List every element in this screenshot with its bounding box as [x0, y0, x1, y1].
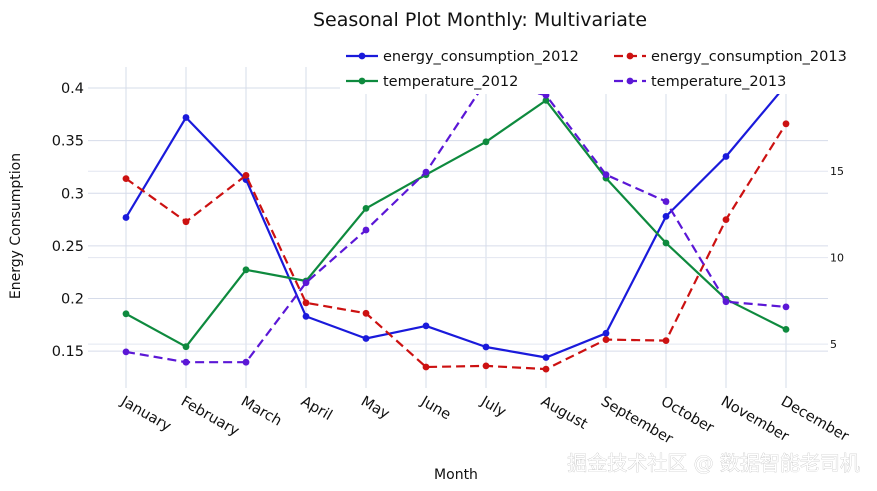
data-point-energy-consumption-2012[interactable] [362, 335, 370, 342]
x-tick-label: July [477, 393, 509, 421]
y-left-tick-label: 0.35 [52, 134, 84, 150]
watermark: 掘金技术社区 @ 数据智能老司机 [567, 451, 860, 475]
data-point-temperature-2013[interactable] [362, 226, 370, 234]
data-point-temperature-2013[interactable] [662, 198, 670, 205]
x-tick-label: August [538, 394, 590, 433]
data-point-temperature-2012[interactable] [542, 97, 550, 104]
legend[interactable]: energy_consumption_2012 energy_consumptio… [340, 44, 860, 94]
data-point-energy-consumption-2012[interactable] [422, 322, 430, 330]
data-point-energy-consumption-2013[interactable] [242, 172, 250, 179]
x-tick-label: May [358, 394, 392, 423]
data-point-temperature-2012[interactable] [662, 239, 670, 247]
x-tick-label: June [417, 393, 453, 423]
x-tick-label: March [238, 394, 284, 430]
data-point-temperature-2013[interactable] [302, 279, 310, 287]
data-point-temperature-2013[interactable] [182, 358, 190, 366]
y-axis-label: Energy Consumption [8, 153, 24, 299]
legend-marker [358, 52, 366, 60]
data-point-temperature-2012[interactable] [482, 138, 490, 146]
legend-marker [626, 52, 634, 60]
chart-title: Seasonal Plot Monthly: Multivariate [313, 9, 647, 31]
series-line-temperature-2012[interactable] [125, 99, 787, 348]
y-left-tick-label: 0.2 [61, 292, 84, 308]
data-point-energy-consumption-2013[interactable] [362, 309, 370, 317]
data-point-energy-consumption-2013[interactable] [602, 336, 610, 343]
series-line-temperature-2013[interactable] [125, 80, 787, 364]
x-tick-label: January [117, 393, 174, 435]
legend-label[interactable]: temperature_2012 [383, 74, 518, 90]
x-tick-label: February [178, 394, 242, 440]
data-point-energy-consumption-2013[interactable] [182, 218, 190, 226]
series-line-energy-consumption-2012[interactable] [125, 84, 787, 359]
legend-label[interactable]: energy_consumption_2013 [651, 49, 847, 65]
data-point-energy-consumption-2012[interactable] [182, 114, 190, 121]
data-point-energy-consumption-2013[interactable] [782, 120, 790, 128]
y-right-tick-label: 10 [830, 252, 844, 265]
series-line-energy-consumption-2013[interactable] [125, 123, 787, 371]
data-point-temperature-2012[interactable] [782, 326, 790, 333]
x-tick-label: December [778, 394, 851, 445]
x-tick-label: April [298, 394, 335, 424]
data-point-temperature-2013[interactable] [782, 303, 790, 311]
legend-background [340, 44, 860, 94]
grid [88, 67, 828, 388]
data-point-temperature-2013[interactable] [602, 171, 610, 179]
x-tick-label: November [718, 394, 791, 446]
data-point-energy-consumption-2013[interactable] [662, 337, 670, 344]
tick-layer: 0.15 0.2 0.25 0.3 0.35 0.4 5 10 15 January Februar… [52, 81, 851, 448]
y-left-tick-label: 0.25 [52, 239, 84, 255]
data-point-energy-consumption-2012[interactable] [602, 329, 610, 337]
legend-marker [358, 77, 366, 85]
series-layer [122, 77, 790, 373]
data-point-energy-consumption-2012[interactable] [542, 354, 550, 361]
data-point-energy-consumption-2013[interactable] [482, 362, 490, 370]
y-left-tick-label: 0.4 [61, 81, 84, 97]
data-point-energy-consumption-2012[interactable] [122, 214, 130, 221]
y-left-tick-label: 0.3 [61, 186, 84, 202]
data-point-energy-consumption-2013[interactable] [722, 216, 730, 224]
y-left-tick-label: 0.15 [52, 344, 84, 360]
data-point-energy-consumption-2013[interactable] [542, 365, 550, 373]
data-point-temperature-2013[interactable] [122, 348, 130, 356]
data-point-temperature-2013[interactable] [242, 358, 250, 366]
data-point-energy-consumption-2013[interactable] [422, 363, 430, 371]
legend-label[interactable]: temperature_2013 [651, 74, 786, 90]
y-right-tick-label: 5 [830, 338, 837, 351]
data-point-temperature-2013[interactable] [722, 298, 730, 306]
data-point-energy-consumption-2013[interactable] [302, 299, 310, 307]
data-point-energy-consumption-2012[interactable] [722, 153, 730, 160]
legend-label[interactable]: energy_consumption_2012 [383, 49, 579, 65]
data-point-energy-consumption-2012[interactable] [302, 313, 310, 320]
data-point-temperature-2012[interactable] [362, 205, 370, 212]
data-point-temperature-2013[interactable] [422, 168, 430, 176]
data-point-temperature-2012[interactable] [242, 266, 250, 274]
data-point-temperature-2012[interactable] [122, 310, 130, 318]
data-point-energy-consumption-2013[interactable] [122, 175, 130, 183]
data-point-energy-consumption-2012[interactable] [662, 213, 670, 220]
x-axis-label: Month [434, 467, 478, 483]
legend-marker [626, 77, 634, 85]
data-point-energy-consumption-2012[interactable] [482, 343, 490, 351]
data-point-temperature-2012[interactable] [182, 343, 190, 351]
y-right-tick-label: 15 [830, 165, 844, 178]
